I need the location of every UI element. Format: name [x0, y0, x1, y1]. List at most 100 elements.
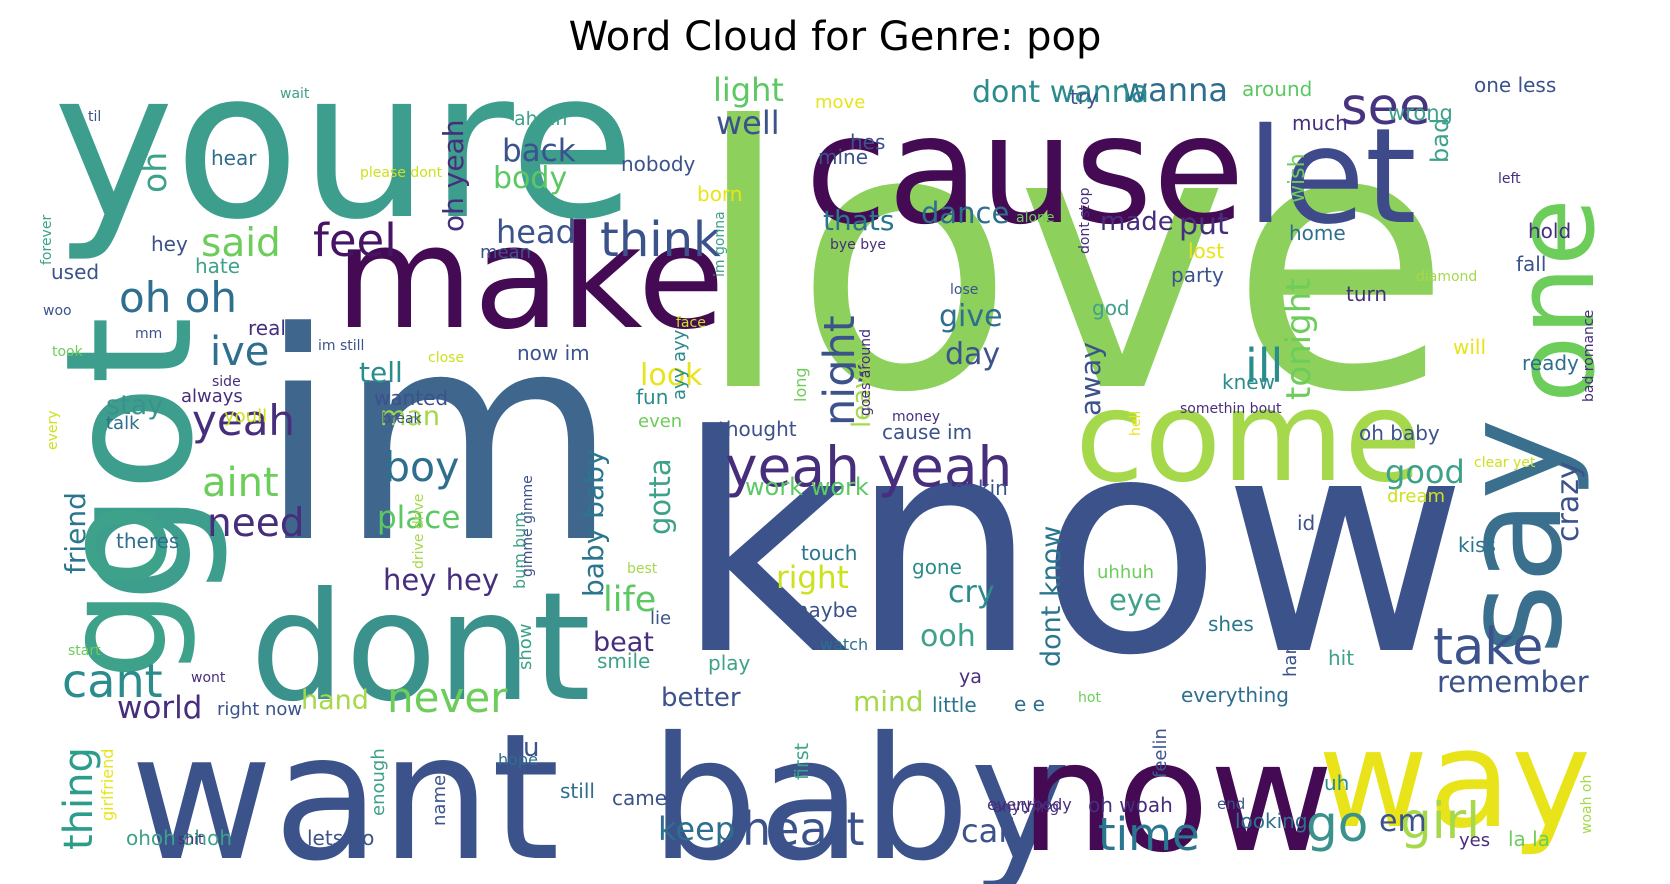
cloud-word: bad [1426, 118, 1454, 163]
cloud-word: please dont [360, 165, 443, 181]
cloud-word: mind [853, 685, 924, 718]
cloud-word: mine [818, 145, 868, 169]
cloud-word: im still [318, 338, 364, 354]
cloud-word: dream [1387, 486, 1445, 507]
cloud-word: hope [498, 750, 538, 769]
cloud-word: maybe [789, 598, 858, 622]
cloud-word: somethin bout [1180, 401, 1282, 417]
cloud-word: everything [1181, 683, 1289, 707]
cloud-word: yes [1459, 830, 1490, 851]
cloud-word: forever [39, 215, 55, 265]
cloud-word: mean [480, 242, 531, 263]
cloud-word: drive drive [411, 494, 427, 569]
cloud-word: back [502, 133, 576, 169]
cloud-word: hold [1528, 219, 1571, 243]
cloud-word: hes [850, 130, 885, 154]
cloud-word: oh woah [1088, 793, 1173, 817]
cloud-word: want [130, 697, 560, 884]
cloud-word: came [612, 786, 667, 810]
cloud-word: go [32, 502, 199, 680]
cloud-word: ohoh ohoh [126, 826, 232, 850]
cloud-word: used [51, 260, 99, 284]
cloud-word: wont [191, 670, 226, 686]
cloud-word: still [560, 779, 595, 803]
chart-title: Word Cloud for Genre: pop [568, 14, 1102, 60]
cloud-word: show [515, 623, 536, 670]
cloud-word: head [496, 213, 576, 251]
cloud-word: aint [202, 460, 279, 506]
cloud-word: dont stop [1077, 187, 1093, 254]
cloud-word: side [212, 374, 241, 390]
cloud-word: need [207, 501, 304, 546]
cloud-word: light [713, 71, 784, 109]
cloud-word: bad romance [1581, 310, 1597, 402]
cloud-word: real [248, 316, 286, 340]
cloud-word: girlfriend [98, 749, 117, 821]
cloud-word: id [1297, 511, 1315, 535]
cloud-word: yeah yeah [725, 435, 1012, 499]
cloud-word: gimme gimme [520, 475, 536, 577]
cloud-word: play [708, 651, 751, 675]
cloud-word: first [791, 743, 813, 780]
cloud-word: right [776, 560, 849, 596]
cloud-word: leave [847, 357, 877, 428]
cloud-word: will [1453, 335, 1486, 359]
cloud-word: boy [384, 443, 459, 491]
cloud-word: oh baby [1359, 421, 1440, 445]
cloud-word: im gonna [712, 211, 728, 277]
cloud-word: born [697, 182, 742, 206]
cloud-word: thing [56, 747, 102, 850]
cloud-word: ooh [920, 619, 976, 654]
cloud-word: party [1171, 263, 1224, 287]
cloud-word: let [1247, 100, 1417, 254]
cloud-word: start [68, 643, 101, 659]
cloud-word: mm [135, 326, 162, 342]
cloud-word: dont [250, 561, 591, 735]
cloud-word: day [945, 337, 1000, 372]
cloud-word: dont know [1036, 526, 1067, 667]
cloud-word: every [45, 410, 61, 450]
cloud-word: youll [224, 406, 267, 427]
cloud-word: looking [1235, 809, 1308, 833]
cloud-word: wait [280, 86, 310, 102]
cloud-word: bye bye [830, 237, 886, 253]
cloud-word: take [1433, 618, 1543, 677]
cloud-word: right now [217, 699, 302, 720]
cloud-word: look [640, 358, 703, 393]
cloud-word: close [428, 350, 464, 366]
cloud-word: hit [1328, 646, 1354, 670]
cloud-word: turn [1346, 282, 1387, 306]
cloud-word: cant [62, 654, 163, 708]
cloud-word: feelin [1150, 728, 1171, 778]
cloud-word: stay [106, 390, 163, 421]
cloud-word: heart [742, 802, 865, 856]
cloud-word: oh yeah [437, 120, 470, 232]
cloud-word: keep [658, 810, 735, 848]
cloud-word: uhhuh [1097, 562, 1154, 583]
cloud-word: smile [597, 649, 650, 673]
cloud-word: one [1491, 198, 1619, 403]
cloud-word: away [1074, 342, 1107, 416]
cloud-word: hard [1280, 636, 1301, 677]
cloud-word: clear yet [1474, 455, 1536, 471]
cloud-word: name [429, 775, 450, 826]
cloud-word: long [791, 367, 810, 402]
cloud-word: talk [106, 413, 140, 434]
cloud-word: goes around [858, 329, 874, 416]
cloud-word: never [387, 673, 508, 722]
cloud-word: home [1289, 221, 1346, 245]
cloud-word: em [1379, 804, 1427, 839]
cloud-word: wanted [374, 386, 448, 410]
cloud-word: lose [950, 282, 978, 298]
cloud-word: go [1306, 795, 1368, 853]
cloud-word: see [1341, 78, 1430, 137]
cloud-word: well [716, 104, 780, 142]
cloud-word: took [52, 344, 84, 360]
cloud-word: give [939, 299, 1003, 334]
cloud-word: feel [313, 214, 397, 267]
cloud-word: hand [301, 685, 369, 716]
cloud-word: lie [650, 608, 671, 629]
cloud-word: cause im [882, 420, 972, 444]
cloud-word: dance [921, 196, 1009, 230]
cloud-word: shes [1208, 612, 1254, 636]
